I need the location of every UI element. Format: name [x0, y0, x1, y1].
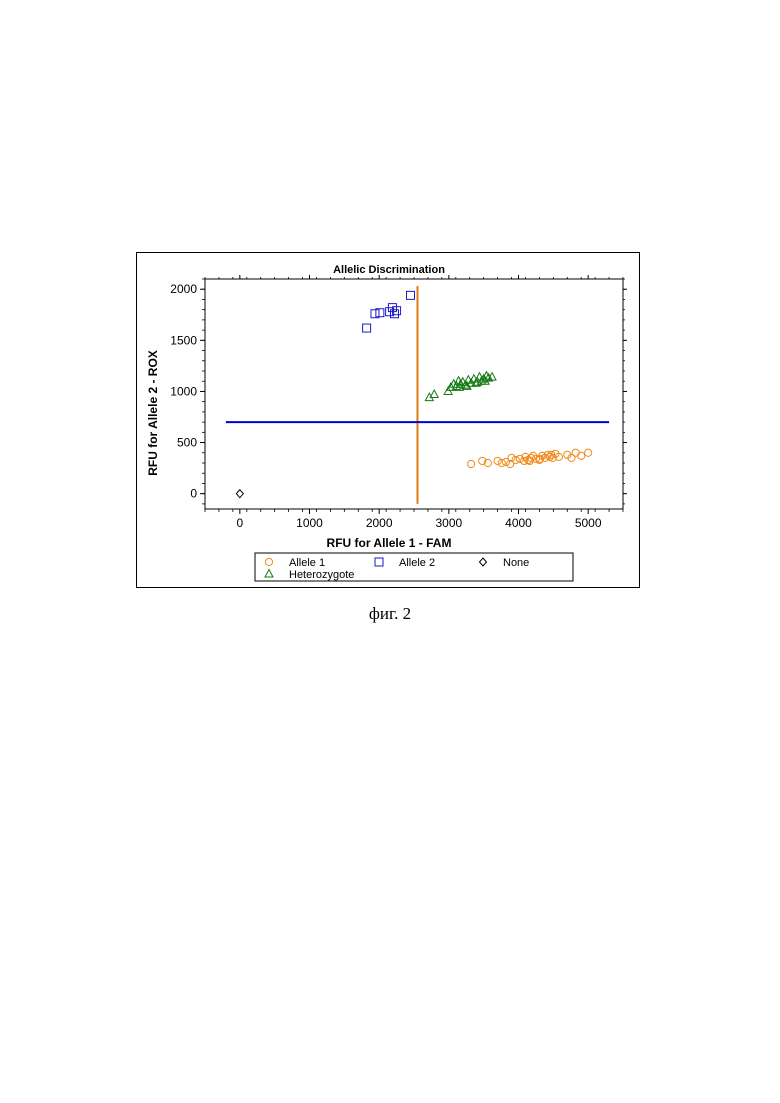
x-tick-label: 5000	[575, 516, 602, 530]
series-allele-1	[468, 449, 592, 467]
chart-frame: Allelic Discrimination RFU for Allele 2 …	[136, 252, 640, 588]
point-allele-1	[578, 452, 585, 459]
legend-label-none: None	[503, 557, 529, 569]
x-tick-label: 0	[236, 516, 243, 530]
legend: Allele 1 Allele 2 None Heterozygote	[255, 553, 573, 581]
y-tick-label: 1000	[170, 384, 197, 398]
y-tick-label: 0	[190, 487, 197, 501]
x-tick-label: 1000	[296, 516, 323, 530]
legend-label-allele-2: Allele 2	[399, 557, 435, 569]
legend-label-allele-1: Allele 1	[289, 557, 325, 569]
x-tick-label: 3000	[435, 516, 462, 530]
point-allele-1	[468, 460, 475, 467]
y-tick-label: 2000	[170, 282, 197, 296]
chart-title: Allelic Discrimination	[333, 264, 445, 276]
legend-label-heterozygote: Heterozygote	[289, 569, 354, 581]
figure-caption: фиг. 2	[0, 604, 780, 624]
data-points	[236, 291, 591, 497]
point-allele-1	[585, 449, 592, 456]
series-allele-2	[363, 291, 415, 332]
x-axis-label: RFU for Allele 1 - FAM	[327, 536, 452, 550]
point-allele-2	[363, 324, 371, 332]
point-allele-2	[407, 291, 415, 299]
point-allele-2	[390, 310, 398, 318]
y-tick-label: 1500	[170, 333, 197, 347]
series-none	[236, 490, 243, 498]
y-tick-label: 500	[177, 436, 197, 450]
point-allele-1	[494, 457, 501, 464]
allelic-discrimination-chart: Allelic Discrimination RFU for Allele 2 …	[137, 253, 641, 589]
y-axis-label: RFU for Allele 2 - ROX	[146, 350, 160, 476]
threshold-lines	[226, 286, 609, 504]
x-tick-label: 4000	[505, 516, 532, 530]
plot-area-border	[205, 279, 623, 509]
point-none	[236, 490, 243, 498]
x-tick-label: 2000	[366, 516, 393, 530]
series-heterozygote	[425, 372, 496, 401]
